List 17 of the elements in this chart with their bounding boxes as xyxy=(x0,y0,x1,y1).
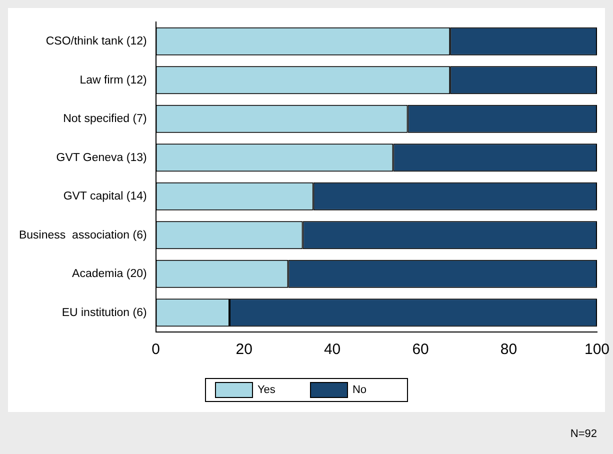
y-tick-label: CSO/think tank (12) xyxy=(46,36,148,48)
legend-label: Yes xyxy=(257,384,276,396)
y-tick-label: Not specified (7) xyxy=(63,113,147,126)
x-tick-label: 0 xyxy=(152,341,160,358)
x-tick-label: 80 xyxy=(500,341,518,358)
text: N=92 xyxy=(570,428,597,440)
y-tick-label: EU institution (6) xyxy=(62,306,147,319)
y-tick-label: GVT Geneva (13) xyxy=(56,152,147,164)
y-tick-label: Academia (20) xyxy=(72,268,147,280)
legend-label: No xyxy=(352,384,366,396)
x-tick-label: 40 xyxy=(324,341,341,358)
x-tick-label: 100 xyxy=(584,341,610,358)
y-tick-label: GVT capital (14) xyxy=(63,190,148,203)
y-tick-label: Business association (6) xyxy=(18,229,147,242)
x-tick-label: 60 xyxy=(412,341,429,358)
x-tick-label: 20 xyxy=(236,341,252,358)
y-tick-label: Law firm (12) xyxy=(80,74,147,86)
